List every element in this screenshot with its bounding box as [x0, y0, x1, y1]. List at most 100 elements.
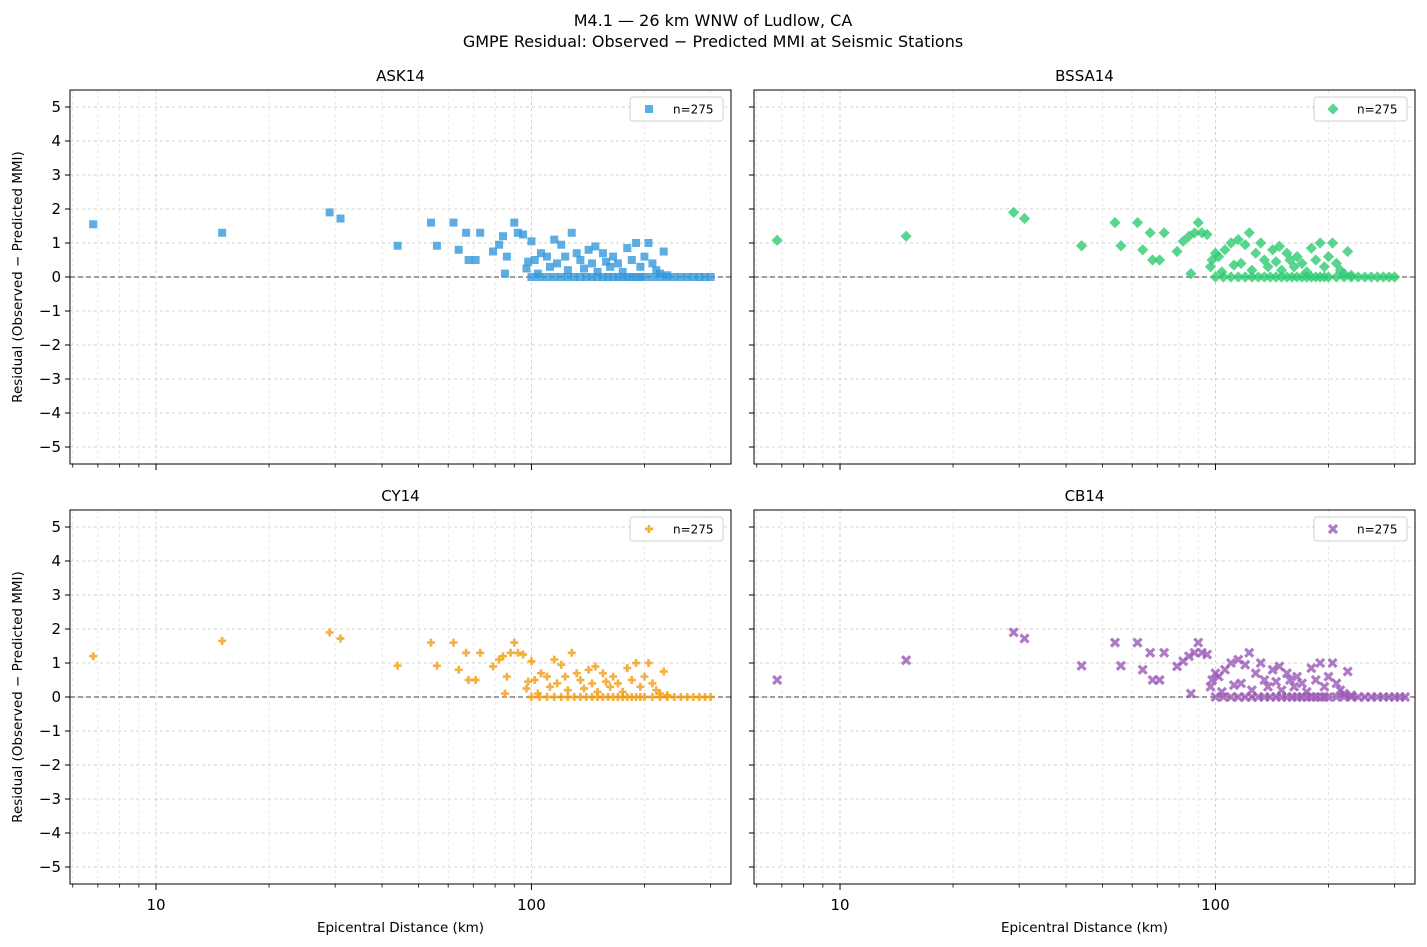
data-point [1145, 647, 1156, 658]
data-point [519, 650, 528, 659]
data-point [1264, 271, 1276, 283]
data-point [582, 693, 591, 702]
legend: n=275 [629, 516, 724, 542]
y-tick-label: 5 [51, 518, 61, 536]
data-point [495, 240, 504, 249]
data-point [593, 273, 602, 281]
data-point [676, 693, 685, 702]
data-point [613, 273, 622, 281]
data-point [1274, 661, 1285, 672]
data-point [1259, 674, 1270, 686]
data-points [771, 206, 1401, 283]
axis-ticks [749, 106, 1395, 470]
data-point [582, 273, 591, 281]
data-point [1207, 674, 1218, 686]
data-point [543, 693, 552, 702]
data-point [1331, 678, 1342, 689]
data-point [591, 662, 600, 671]
data-point [627, 273, 636, 281]
data-point [1189, 227, 1201, 239]
data-point [218, 228, 227, 237]
y-tick-label: 3 [51, 586, 61, 604]
data-point [1322, 271, 1335, 283]
data-point [1288, 681, 1300, 692]
panel-title: CB14 [1065, 487, 1105, 505]
data-point [636, 682, 645, 691]
y-tick-label: 0 [51, 268, 61, 286]
data-point [604, 693, 613, 702]
y-tick-label: 5 [51, 98, 61, 116]
data-point [545, 262, 554, 271]
data-point [1213, 251, 1225, 263]
data-point [510, 638, 519, 647]
data-point [676, 273, 685, 281]
data-point [640, 273, 649, 281]
data-point [663, 693, 672, 702]
data-point [449, 218, 458, 227]
data-point [1185, 688, 1197, 699]
data-point [1246, 264, 1258, 276]
x-tick-label: 100 [1201, 896, 1230, 914]
data-point [543, 672, 552, 681]
data-point [640, 672, 649, 681]
legend: n=275 [629, 96, 724, 122]
data-point [1322, 251, 1335, 263]
data-point [502, 252, 511, 261]
data-point [550, 273, 559, 281]
data-point [524, 677, 533, 686]
data-point [336, 214, 345, 223]
data-point [527, 657, 536, 666]
data-point [598, 249, 607, 258]
data-point [535, 273, 544, 281]
data-point [499, 232, 508, 241]
data-point [579, 684, 588, 693]
data-point [1255, 237, 1267, 249]
data-point [1239, 239, 1251, 251]
data-point [618, 273, 627, 281]
data-point [636, 273, 645, 281]
data-point [89, 652, 98, 661]
data-point [900, 230, 912, 242]
legend-marker [645, 105, 653, 113]
axis-ticks: 5 4 3 2 1 0 −1 −2 −3 −4 −5 [39, 98, 711, 470]
data-point [536, 249, 545, 258]
data-point [602, 257, 611, 266]
data-point [1228, 259, 1240, 271]
data-point [1240, 659, 1251, 670]
legend-label: n=275 [673, 103, 714, 117]
data-point [1323, 691, 1334, 703]
data-point [454, 245, 463, 254]
y-tick-label: −4 [39, 824, 61, 842]
data-point [1210, 691, 1221, 703]
data-point [1115, 660, 1127, 671]
data-point [530, 676, 539, 685]
data-point [527, 693, 536, 702]
data-point [1201, 228, 1213, 241]
data-point [606, 262, 615, 271]
data-point [576, 256, 585, 264]
data-point [524, 257, 533, 266]
y-tick-label: −3 [39, 790, 61, 808]
data-point [1219, 244, 1231, 256]
data-point [449, 638, 458, 647]
data-point [500, 689, 509, 698]
data-point [1109, 637, 1121, 648]
legend-box [1313, 516, 1408, 542]
data-point [591, 242, 600, 251]
data-point [623, 664, 632, 673]
data-point [1209, 271, 1222, 283]
data-point [1345, 271, 1357, 283]
data-point [593, 693, 602, 702]
legend-label: n=275 [1357, 523, 1398, 537]
data-point [572, 669, 581, 678]
data-point [1216, 266, 1228, 278]
data-point [1258, 271, 1270, 283]
y-tick-label: 1 [51, 234, 61, 252]
data-point [588, 273, 597, 281]
data-point [557, 240, 566, 249]
data-point [1262, 681, 1274, 692]
data-point [426, 638, 435, 647]
data-point [543, 252, 552, 261]
data-point [901, 655, 912, 666]
